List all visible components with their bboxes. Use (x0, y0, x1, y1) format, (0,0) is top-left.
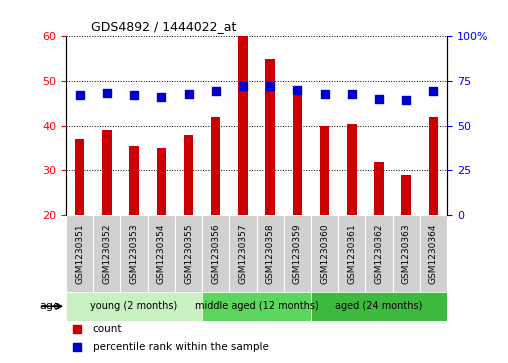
Bar (102, 130, 112, 215)
Bar (338, 215, 365, 292)
Text: age: age (40, 301, 60, 311)
Text: GSM1230356: GSM1230356 (211, 223, 220, 284)
Bar (175, 215, 202, 292)
Bar (66, 215, 93, 292)
Bar (238, 36, 248, 215)
Text: GSM1230359: GSM1230359 (293, 223, 302, 284)
Text: GSM1230361: GSM1230361 (347, 223, 356, 284)
Bar (374, 162, 384, 215)
Point (73, 326, 81, 332)
Bar (202, 215, 229, 292)
Bar (393, 215, 420, 292)
Text: percentile rank within the sample: percentile rank within the sample (93, 342, 269, 352)
Bar (66, 292, 202, 321)
Bar (320, 126, 329, 215)
Bar (156, 148, 166, 215)
Text: GSM1230358: GSM1230358 (266, 223, 275, 284)
Text: GSM1230357: GSM1230357 (238, 223, 247, 284)
Text: GSM1230351: GSM1230351 (75, 223, 84, 284)
Bar (75, 139, 84, 215)
Bar (211, 117, 220, 215)
Bar (429, 117, 438, 215)
Text: GSM1230353: GSM1230353 (130, 223, 139, 284)
Bar (130, 146, 139, 215)
Point (347, 91, 356, 97)
Text: GSM1230352: GSM1230352 (102, 223, 111, 284)
Bar (120, 215, 148, 292)
Point (157, 94, 166, 100)
Bar (202, 292, 311, 321)
Bar (265, 59, 275, 215)
Bar (284, 215, 311, 292)
Point (184, 91, 193, 97)
Text: middle aged (12 months): middle aged (12 months) (195, 301, 319, 311)
Bar (311, 215, 338, 292)
Bar (93, 215, 120, 292)
Bar (311, 292, 447, 321)
Text: GSM1230363: GSM1230363 (402, 223, 411, 284)
Bar (347, 123, 357, 215)
Text: GSM1230364: GSM1230364 (429, 223, 438, 284)
Point (76, 93, 84, 98)
Text: GSM1230360: GSM1230360 (320, 223, 329, 284)
Point (293, 87, 301, 93)
Bar (365, 215, 393, 292)
Text: GDS4892 / 1444022_at: GDS4892 / 1444022_at (91, 20, 237, 33)
Point (73, 344, 81, 350)
Bar (229, 215, 257, 292)
Point (130, 93, 138, 98)
Bar (257, 215, 284, 292)
Bar (401, 175, 411, 215)
Bar (148, 215, 175, 292)
Text: GSM1230354: GSM1230354 (157, 223, 166, 284)
Text: GSM1230362: GSM1230362 (374, 223, 384, 284)
Point (266, 83, 274, 89)
Text: aged (24 months): aged (24 months) (335, 301, 423, 311)
Text: young (2 months): young (2 months) (90, 301, 178, 311)
Point (402, 97, 410, 103)
Text: GSM1230355: GSM1230355 (184, 223, 193, 284)
Bar (184, 135, 193, 215)
Point (103, 90, 111, 95)
Point (321, 91, 329, 97)
Point (375, 96, 383, 102)
Point (212, 88, 220, 94)
Bar (420, 215, 447, 292)
Point (239, 83, 247, 89)
Bar (293, 94, 302, 215)
Text: count: count (93, 325, 122, 334)
Point (429, 88, 437, 94)
